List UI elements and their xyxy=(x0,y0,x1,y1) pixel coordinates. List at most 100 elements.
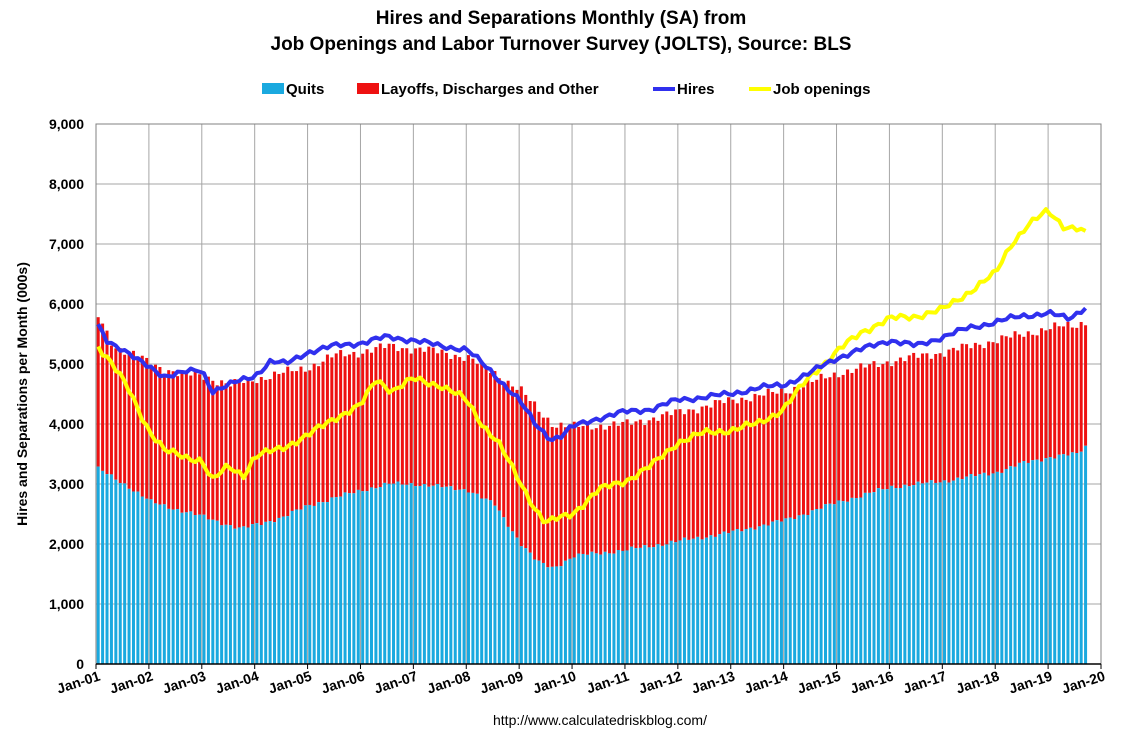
chart-title-line1: Hires and Separations Monthly (SA) from xyxy=(375,8,747,29)
quits-bar xyxy=(656,544,660,664)
quits-bar xyxy=(114,479,118,664)
quits-bar xyxy=(202,514,206,664)
layoffs-bar xyxy=(233,379,237,529)
x-tick-label: Jan-18 xyxy=(954,668,1001,697)
quits-bar xyxy=(123,483,127,664)
layoffs-bar xyxy=(440,349,444,488)
layoffs-bar xyxy=(612,421,616,554)
quits-bar xyxy=(846,501,850,664)
layoffs-bar xyxy=(859,363,863,498)
quits-bar xyxy=(109,474,113,664)
layoffs-bar xyxy=(577,426,581,554)
quits-bar xyxy=(995,471,999,664)
x-tick-label: Jan-08 xyxy=(425,668,472,697)
layoffs-bar xyxy=(484,366,488,499)
y-tick-label: 7,000 xyxy=(49,236,84,252)
layoffs-bar xyxy=(608,425,612,554)
quits-bar xyxy=(502,517,506,664)
quits-bar xyxy=(550,566,554,664)
layoffs-bar xyxy=(475,363,479,494)
quits-bar xyxy=(281,516,285,664)
layoffs-bar xyxy=(312,363,316,506)
quits-bar xyxy=(449,486,453,664)
quits-bar xyxy=(806,515,810,664)
layoffs-bar xyxy=(832,372,836,505)
quits-bar xyxy=(634,548,638,664)
quits-bar xyxy=(198,514,202,664)
x-tick-label: Jan-09 xyxy=(478,668,525,697)
layoffs-bar xyxy=(704,405,708,538)
layoffs-bar xyxy=(206,376,210,520)
layoffs-bar xyxy=(793,386,797,520)
quits-bar xyxy=(784,518,788,664)
layoffs-bar xyxy=(943,356,947,481)
quits-bar xyxy=(801,514,805,664)
layoffs-bar xyxy=(788,393,792,518)
layoffs-bar xyxy=(630,424,634,547)
layoffs-bar xyxy=(762,395,766,525)
layoffs-bar xyxy=(1066,321,1070,456)
quits-bar xyxy=(180,512,184,664)
layoffs-bar xyxy=(713,400,717,537)
quits-bar xyxy=(1004,468,1008,664)
quits-bar xyxy=(356,489,360,664)
layoffs-bar xyxy=(1009,337,1013,467)
layoffs-bar xyxy=(916,357,920,482)
layoffs-bar xyxy=(810,381,814,511)
layoffs-bar xyxy=(581,426,585,554)
quits-bar xyxy=(837,500,841,664)
quits-bar xyxy=(581,553,585,664)
quits-bar xyxy=(991,473,995,664)
layoffs-bar xyxy=(1039,328,1043,462)
quits-bar xyxy=(687,539,691,664)
layoffs-bar xyxy=(374,347,378,489)
quits-bar xyxy=(533,559,537,664)
quits-bar xyxy=(1026,462,1030,664)
layoffs-bar xyxy=(682,414,686,538)
layoffs-bar xyxy=(546,417,550,568)
x-tick-label: Jan-12 xyxy=(637,668,684,697)
layoffs-bar xyxy=(652,417,656,548)
y-tick-label: 9,000 xyxy=(49,116,84,132)
layoffs-bar xyxy=(308,370,312,505)
layoffs-bar xyxy=(189,375,193,512)
quits-bar xyxy=(453,490,457,664)
quits-bar xyxy=(616,550,620,664)
grid xyxy=(95,123,1102,665)
quits-bar xyxy=(339,496,343,664)
layoffs-bar xyxy=(387,343,391,484)
layoffs-bar xyxy=(1062,326,1066,455)
layoffs-bar xyxy=(1079,321,1083,452)
layoffs-bar xyxy=(418,347,422,486)
chart-title: Hires and Separations Monthly (SA) from … xyxy=(0,6,1122,58)
layoffs-bar xyxy=(846,369,850,502)
layoffs-bar xyxy=(801,387,805,515)
quits-bar xyxy=(392,483,396,664)
quits-bar xyxy=(105,474,109,664)
quits-bar xyxy=(815,509,819,664)
layoffs-bar xyxy=(828,377,832,504)
quits-bar xyxy=(881,489,885,664)
layoffs-bar xyxy=(881,364,885,490)
quits-bar xyxy=(819,508,823,664)
layoffs-bar xyxy=(1035,335,1039,460)
layoffs-bar xyxy=(224,383,228,525)
x-tick-label: Jan-11 xyxy=(584,668,631,697)
y-tick-label: 6,000 xyxy=(49,296,84,312)
x-tick-label: Jan-07 xyxy=(372,668,419,697)
quits-bar xyxy=(682,537,686,664)
layoffs-bar xyxy=(255,383,259,524)
layoffs-bar xyxy=(665,411,669,545)
y-tick-label: 3,000 xyxy=(49,476,84,492)
layoffs-bar xyxy=(876,367,880,489)
layoffs-bar xyxy=(392,343,396,484)
quits-bar xyxy=(1075,453,1079,664)
quits-bar xyxy=(1035,459,1039,664)
layoffs-bar xyxy=(691,409,695,539)
legend-swatch xyxy=(262,83,284,94)
layoffs-bar xyxy=(356,357,360,490)
layoffs-bar xyxy=(995,343,999,472)
quits-bar xyxy=(131,491,135,664)
quits-bar xyxy=(242,526,246,664)
layoffs-bar xyxy=(771,392,775,522)
